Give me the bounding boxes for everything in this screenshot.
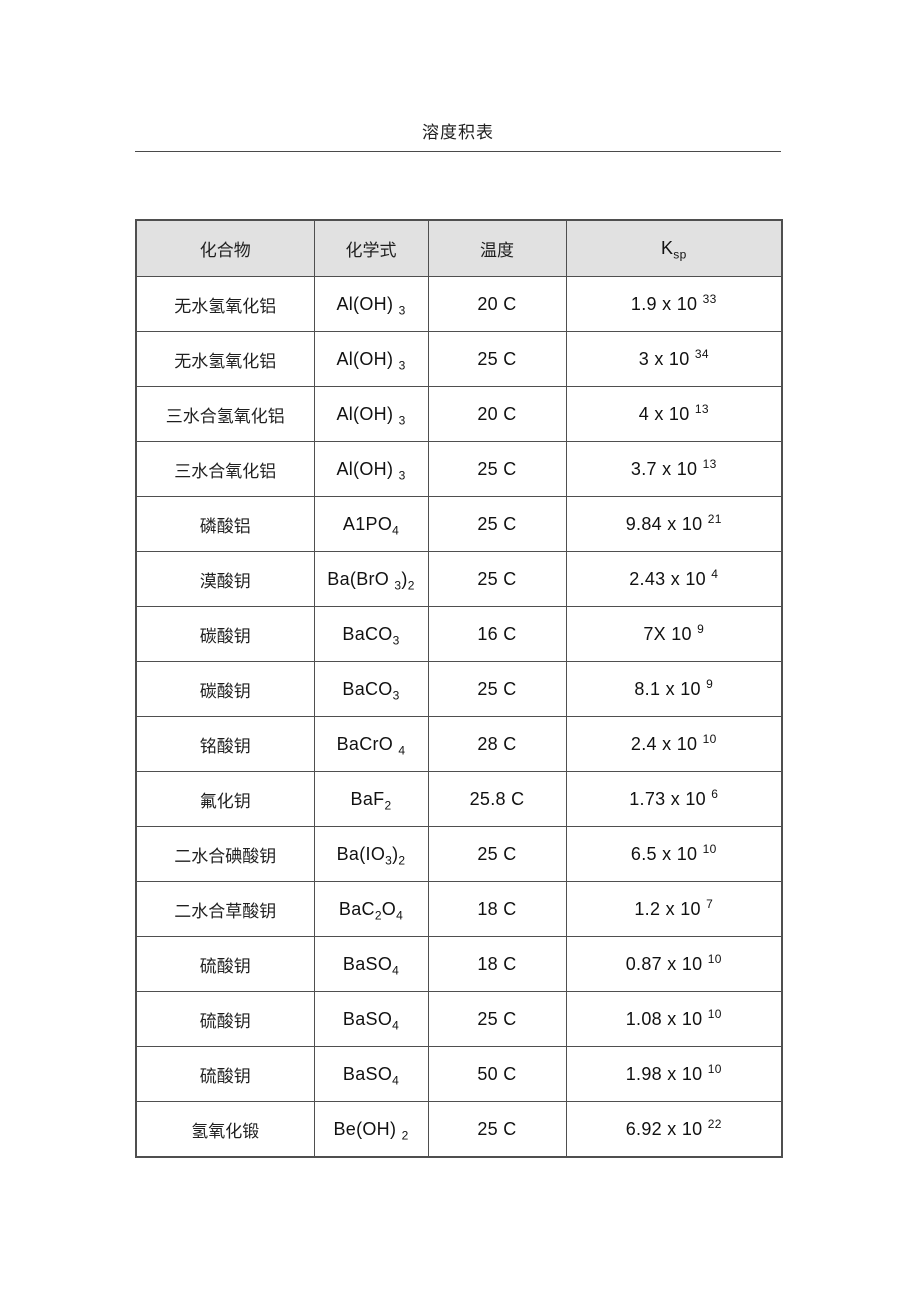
- ksp-cell: 0.87 x 10 10: [565, 936, 783, 992]
- table-row: 碳酸钥 BaCO3 16 C 7X 10 9: [135, 606, 783, 662]
- table-row: 二水合草酸钥 BaC2O4 18 C 1.2 x 10 7: [135, 881, 783, 937]
- temperature-cell: 25 C: [427, 551, 567, 607]
- table-row: 漠酸钥 Ba(BrO 3)2 25 C 2.43 x 10 4: [135, 551, 783, 607]
- compound-cell: 硫酸钥: [135, 991, 315, 1047]
- table-row: 氟化钥 BaF2 25.8 C 1.73 x 10 6: [135, 771, 783, 827]
- document-page: 溶度积表 化合物 化学式 温度 Ksp 无水氢氧化铝 Al(OH) 3 20 C 1.9 x…: [135, 0, 783, 1158]
- formula-cell: BaC2O4: [313, 881, 429, 937]
- formula-cell: Al(OH) 3: [313, 331, 429, 387]
- compound-cell: 铭酸钥: [135, 716, 315, 772]
- temperature-cell: 18 C: [427, 936, 567, 992]
- compound-cell: 氟化钥: [135, 771, 315, 827]
- formula-cell: BaCO3: [313, 606, 429, 662]
- table-row: 无水氢氧化铝 Al(OH) 3 20 C 1.9 x 10 33: [135, 276, 783, 332]
- table-row: 碳酸钥 BaCO3 25 C 8.1 x 10 9: [135, 661, 783, 717]
- table-row: 氢氧化锻 Be(OH) 2 25 C 6.92 x 10 22: [135, 1101, 783, 1158]
- temperature-cell: 25 C: [427, 826, 567, 882]
- table-row: 硫酸钥 BaSO4 18 C 0.87 x 10 10: [135, 936, 783, 992]
- compound-cell: 碳酸钥: [135, 661, 315, 717]
- table-row: 硫酸钥 BaSO4 50 C 1.98 x 10 10: [135, 1046, 783, 1102]
- temperature-cell: 25 C: [427, 496, 567, 552]
- temperature-cell: 50 C: [427, 1046, 567, 1102]
- ksp-cell: 3.7 x 10 13: [565, 441, 783, 497]
- temperature-cell: 28 C: [427, 716, 567, 772]
- column-header-compound: 化合物: [135, 219, 315, 277]
- compound-cell: 磷酸铝: [135, 496, 315, 552]
- solubility-product-table: 化合物 化学式 温度 Ksp 无水氢氧化铝 Al(OH) 3 20 C 1.9 x 10 3…: [135, 219, 783, 1158]
- formula-cell: Al(OH) 3: [313, 386, 429, 442]
- table-row: 硫酸钥 BaSO4 25 C 1.08 x 10 10: [135, 991, 783, 1047]
- compound-cell: 三水合氧化铝: [135, 441, 315, 497]
- ksp-cell: 4 x 10 13: [565, 386, 783, 442]
- temperature-cell: 25 C: [427, 661, 567, 717]
- ksp-cell: 1.2 x 10 7: [565, 881, 783, 937]
- temperature-cell: 16 C: [427, 606, 567, 662]
- ksp-cell: 7X 10 9: [565, 606, 783, 662]
- ksp-cell: 1.98 x 10 10: [565, 1046, 783, 1102]
- table-row: 铭酸钥 BaCrO 4 28 C 2.4 x 10 10: [135, 716, 783, 772]
- ksp-cell: 6.5 x 10 10: [565, 826, 783, 882]
- table-body: 无水氢氧化铝 Al(OH) 3 20 C 1.9 x 10 33 无水氢氧化铝 Al(OH…: [135, 276, 783, 1158]
- table-row: 磷酸铝 A1PO4 25 C 9.84 x 10 21: [135, 496, 783, 552]
- compound-cell: 三水合氢氧化铝: [135, 386, 315, 442]
- formula-cell: BaF2: [313, 771, 429, 827]
- compound-cell: 硫酸钥: [135, 1046, 315, 1102]
- ksp-cell: 2.43 x 10 4: [565, 551, 783, 607]
- ksp-cell: 1.08 x 10 10: [565, 991, 783, 1047]
- temperature-cell: 18 C: [427, 881, 567, 937]
- compound-cell: 漠酸钥: [135, 551, 315, 607]
- temperature-cell: 20 C: [427, 276, 567, 332]
- compound-cell: 二水合草酸钥: [135, 881, 315, 937]
- ksp-cell: 6.92 x 10 22: [565, 1101, 783, 1158]
- formula-cell: Ba(IO3)2: [313, 826, 429, 882]
- page-title: 溶度积表: [422, 123, 494, 142]
- formula-cell: Al(OH) 3: [313, 441, 429, 497]
- formula-cell: BaCrO 4: [313, 716, 429, 772]
- formula-cell: Al(OH) 3: [313, 276, 429, 332]
- formula-cell: Be(OH) 2: [313, 1101, 429, 1158]
- table-row: 三水合氧化铝 Al(OH) 3 25 C 3.7 x 10 13: [135, 441, 783, 497]
- formula-cell: BaSO4: [313, 991, 429, 1047]
- temperature-cell: 25.8 C: [427, 771, 567, 827]
- table-header-row: 化合物 化学式 温度 Ksp: [135, 219, 783, 277]
- formula-cell: A1PO4: [313, 496, 429, 552]
- compound-cell: 氢氧化锻: [135, 1101, 315, 1158]
- formula-cell: Ba(BrO 3)2: [313, 551, 429, 607]
- ksp-cell: 8.1 x 10 9: [565, 661, 783, 717]
- table-row: 二水合碘酸钥 Ba(IO3)2 25 C 6.5 x 10 10: [135, 826, 783, 882]
- temperature-cell: 25 C: [427, 1101, 567, 1158]
- temperature-cell: 25 C: [427, 441, 567, 497]
- compound-cell: 无水氢氧化铝: [135, 276, 315, 332]
- formula-cell: BaSO4: [313, 1046, 429, 1102]
- temperature-cell: 25 C: [427, 331, 567, 387]
- compound-cell: 硫酸钥: [135, 936, 315, 992]
- ksp-cell: 9.84 x 10 21: [565, 496, 783, 552]
- formula-cell: BaCO3: [313, 661, 429, 717]
- temperature-cell: 25 C: [427, 991, 567, 1047]
- ksp-cell: 1.9 x 10 33: [565, 276, 783, 332]
- ksp-cell: 1.73 x 10 6: [565, 771, 783, 827]
- compound-cell: 二水合碘酸钥: [135, 826, 315, 882]
- column-header-temperature: 温度: [427, 219, 567, 277]
- column-header-formula: 化学式: [313, 219, 429, 277]
- compound-cell: 碳酸钥: [135, 606, 315, 662]
- temperature-cell: 20 C: [427, 386, 567, 442]
- title-underline: [135, 151, 781, 152]
- ksp-cell: 3 x 10 34: [565, 331, 783, 387]
- ksp-cell: 2.4 x 10 10: [565, 716, 783, 772]
- column-header-ksp: Ksp: [565, 219, 783, 277]
- table-header: 化合物 化学式 温度 Ksp: [135, 219, 783, 277]
- compound-cell: 无水氢氧化铝: [135, 331, 315, 387]
- formula-cell: BaSO4: [313, 936, 429, 992]
